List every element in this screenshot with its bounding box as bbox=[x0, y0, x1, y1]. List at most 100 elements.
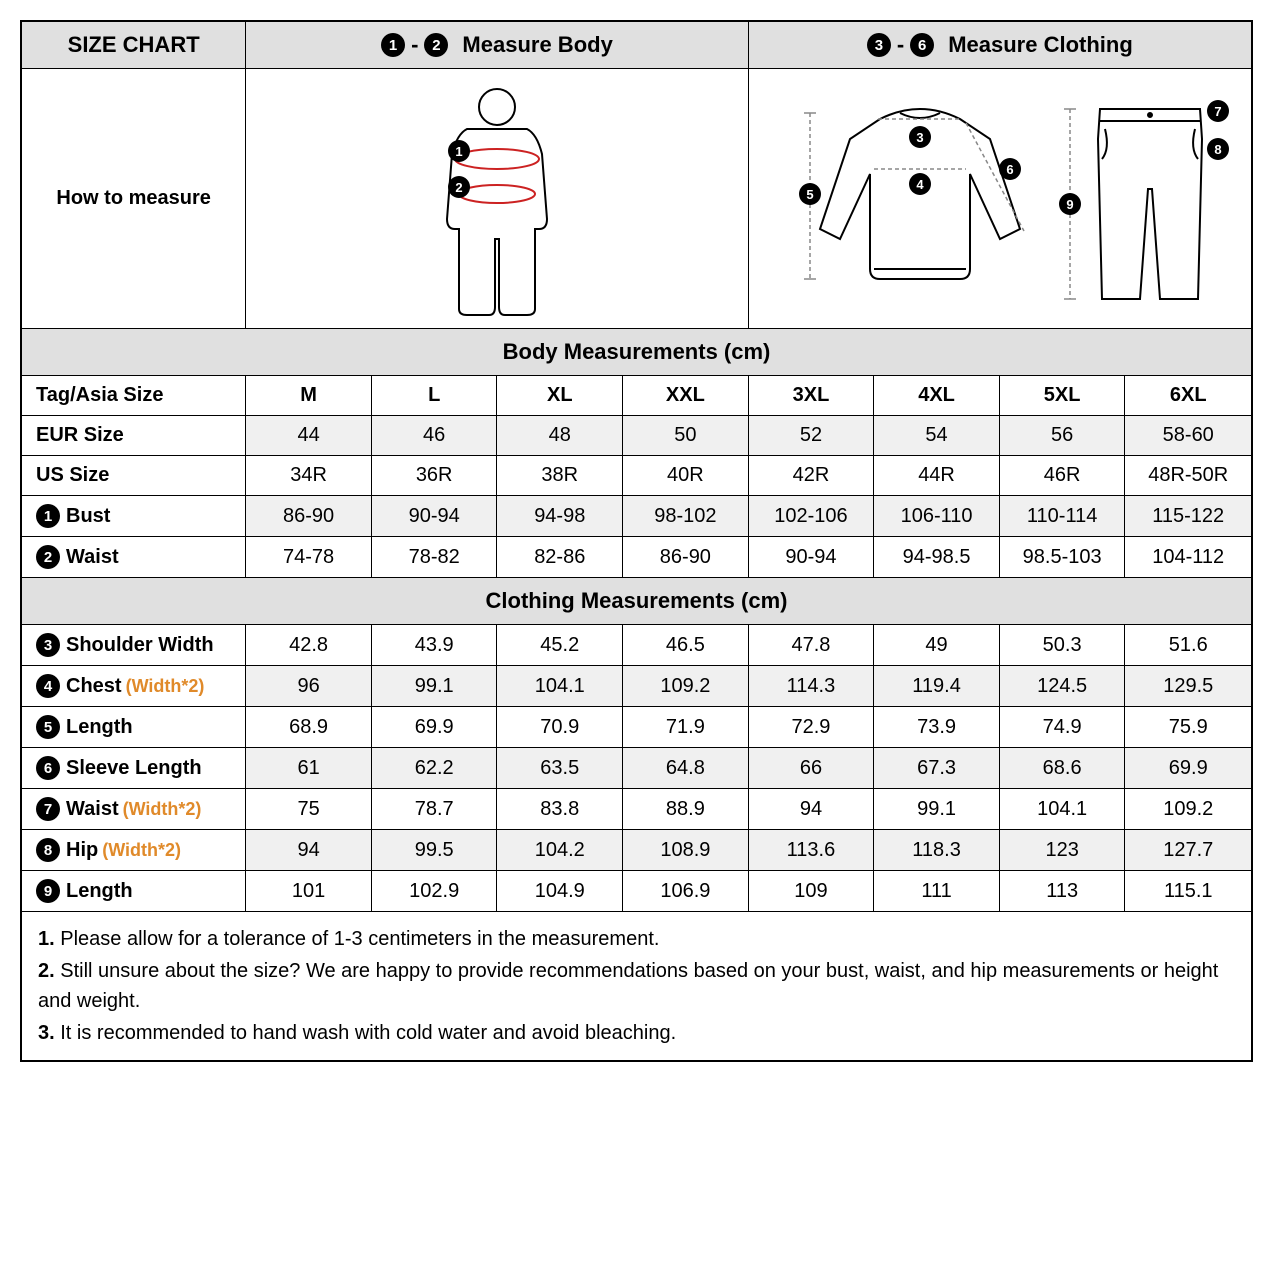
data-cell: 109 bbox=[749, 871, 875, 912]
svg-text:2: 2 bbox=[455, 180, 462, 195]
table-row: 9Length101102.9104.9106.9109111113115.1 bbox=[22, 871, 1251, 912]
svg-text:8: 8 bbox=[1214, 142, 1221, 157]
data-cell: 74-78 bbox=[246, 537, 372, 578]
data-cell: 102.9 bbox=[372, 871, 498, 912]
data-cell: XXL bbox=[623, 376, 749, 416]
data-cell: 106-110 bbox=[874, 496, 1000, 537]
data-cell: 75 bbox=[246, 789, 372, 830]
row-label-text: Tag/Asia Size bbox=[36, 384, 163, 407]
table-row: 3Shoulder Width42.843.945.246.547.84950.… bbox=[22, 625, 1251, 666]
table-row: 2Waist74-7878-8282-8686-9090-9494-98.598… bbox=[22, 537, 1251, 578]
row-badge-icon: 7 bbox=[36, 797, 60, 821]
data-cell: 101 bbox=[246, 871, 372, 912]
note-text: It is recommended to hand wash with cold… bbox=[60, 1022, 676, 1044]
svg-text:6: 6 bbox=[1006, 162, 1013, 177]
data-cell: 40R bbox=[623, 456, 749, 496]
note-number: 1. bbox=[38, 928, 60, 950]
row-label: 8Hip (Width*2) bbox=[22, 830, 246, 871]
dash: - bbox=[897, 32, 904, 58]
data-cell: 73.9 bbox=[874, 707, 1000, 748]
row-label-text: Hip bbox=[66, 839, 98, 862]
data-cell: 44R bbox=[874, 456, 1000, 496]
table-row: 8Hip (Width*2)9499.5104.2108.9113.6118.3… bbox=[22, 830, 1251, 871]
data-cell: 109.2 bbox=[623, 666, 749, 707]
data-cell: 42.8 bbox=[246, 625, 372, 666]
data-cell: 42R bbox=[749, 456, 875, 496]
data-cell: 114.3 bbox=[749, 666, 875, 707]
data-cell: 70.9 bbox=[497, 707, 623, 748]
row-label-text: Sleeve Length bbox=[66, 757, 202, 780]
measure-body-header: 1 - 2 Measure Body bbox=[246, 22, 748, 69]
data-cell: 45.2 bbox=[497, 625, 623, 666]
data-cell: M bbox=[246, 376, 372, 416]
size-chart: SIZE CHART 1 - 2 Measure Body 3 - 6 Meas… bbox=[20, 20, 1253, 1062]
svg-text:1: 1 bbox=[455, 144, 462, 159]
body-silhouette-icon: 1 2 bbox=[397, 79, 597, 319]
data-cell: 99.5 bbox=[372, 830, 498, 871]
data-cell: 110-114 bbox=[1000, 496, 1126, 537]
row-label: 5Length bbox=[22, 707, 246, 748]
data-cell: 88.9 bbox=[623, 789, 749, 830]
data-cell: 72.9 bbox=[749, 707, 875, 748]
data-cell: 78.7 bbox=[372, 789, 498, 830]
data-cell: 115.1 bbox=[1125, 871, 1251, 912]
row-label-text: Waist bbox=[66, 798, 119, 821]
svg-text:7: 7 bbox=[1214, 104, 1221, 119]
badge-1-icon: 1 bbox=[381, 33, 405, 57]
row-label-text: Length bbox=[66, 716, 133, 739]
data-cell: 113 bbox=[1000, 871, 1126, 912]
data-cell: 67.3 bbox=[874, 748, 1000, 789]
data-cell: 49 bbox=[874, 625, 1000, 666]
data-cell: 98.5-103 bbox=[1000, 537, 1126, 578]
data-cell: 123 bbox=[1000, 830, 1126, 871]
data-cell: 62.2 bbox=[372, 748, 498, 789]
data-cell: 104.2 bbox=[497, 830, 623, 871]
clothing-rows: 3Shoulder Width42.843.945.246.547.84950.… bbox=[22, 625, 1251, 912]
row-badge-icon: 4 bbox=[36, 674, 60, 698]
data-cell: 68.9 bbox=[246, 707, 372, 748]
data-cell: 86-90 bbox=[623, 537, 749, 578]
row-label: EUR Size bbox=[22, 416, 246, 456]
note-text: Still unsure about the size? We are happ… bbox=[38, 960, 1218, 1012]
data-cell: 124.5 bbox=[1000, 666, 1126, 707]
row-label: 3Shoulder Width bbox=[22, 625, 246, 666]
data-cell: 47.8 bbox=[749, 625, 875, 666]
note-number: 3. bbox=[38, 1022, 60, 1044]
data-cell: 52 bbox=[749, 416, 875, 456]
clothing-outline-icon: 3 4 5 6 7 bbox=[760, 79, 1240, 319]
data-cell: 38R bbox=[497, 456, 623, 496]
note-line: 1. Please allow for a tolerance of 1-3 c… bbox=[38, 924, 1235, 954]
row-badge-icon: 8 bbox=[36, 838, 60, 862]
data-cell: L bbox=[372, 376, 498, 416]
data-cell: 98-102 bbox=[623, 496, 749, 537]
measure-body-label: Measure Body bbox=[462, 32, 612, 58]
notes: 1. Please allow for a tolerance of 1-3 c… bbox=[22, 912, 1251, 1060]
width2-note: (Width*2) bbox=[126, 676, 205, 697]
data-cell: 46R bbox=[1000, 456, 1126, 496]
data-cell: 36R bbox=[372, 456, 498, 496]
note-line: 3. It is recommended to hand wash with c… bbox=[38, 1018, 1235, 1048]
measure-clothing-header: 3 - 6 Measure Clothing bbox=[749, 22, 1251, 69]
data-cell: 113.6 bbox=[749, 830, 875, 871]
note-line: 2. Still unsure about the size? We are h… bbox=[38, 956, 1235, 1016]
note-text: Please allow for a tolerance of 1-3 cent… bbox=[60, 928, 659, 950]
body-measurements-header: Body Measurements (cm) bbox=[22, 329, 1251, 376]
row-label: 1Bust bbox=[22, 496, 246, 537]
data-cell: 4XL bbox=[874, 376, 1000, 416]
data-cell: 68.6 bbox=[1000, 748, 1126, 789]
row-label: 2Waist bbox=[22, 537, 246, 578]
row-label-text: Chest bbox=[66, 675, 122, 698]
data-cell: 108.9 bbox=[623, 830, 749, 871]
row-label: 6Sleeve Length bbox=[22, 748, 246, 789]
data-cell: 75.9 bbox=[1125, 707, 1251, 748]
data-cell: 56 bbox=[1000, 416, 1126, 456]
table-row: 5Length68.969.970.971.972.973.974.975.9 bbox=[22, 707, 1251, 748]
data-cell: 71.9 bbox=[623, 707, 749, 748]
row-label-text: Shoulder Width bbox=[66, 634, 214, 657]
data-cell: 115-122 bbox=[1125, 496, 1251, 537]
body-rows: Tag/Asia SizeMLXLXXL3XL4XL5XL6XLEUR Size… bbox=[22, 376, 1251, 578]
data-cell: 50 bbox=[623, 416, 749, 456]
clothing-diagram: 3 4 5 6 7 bbox=[749, 69, 1251, 329]
svg-text:4: 4 bbox=[916, 177, 924, 192]
data-cell: 48R-50R bbox=[1125, 456, 1251, 496]
